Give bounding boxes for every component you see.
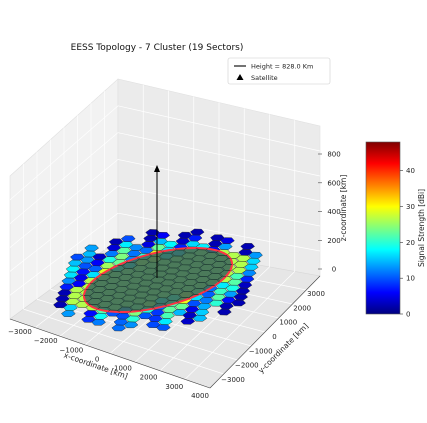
hex-cell — [177, 231, 193, 239]
hex-cell — [155, 232, 171, 239]
hex-cell — [108, 238, 124, 246]
x-tick-label: 2000 — [140, 374, 158, 382]
x-tick-label: −1000 — [60, 346, 84, 354]
y-tick-label: 1000 — [279, 319, 297, 327]
y-tick-label: 2000 — [293, 304, 311, 312]
colorbar-label: Signal Strength [dBi] — [417, 189, 426, 267]
colorbar-gradient — [365, 141, 401, 315]
y-tick-label: 0 — [272, 333, 276, 341]
hex-cell — [92, 253, 107, 261]
z-axis-label: z-coordinate [km] — [339, 175, 348, 242]
chart-title: EESS Topology - 7 Cluster (19 Sectors) — [71, 43, 244, 53]
hex-cell — [70, 253, 85, 261]
y-tick-label: 3000 — [307, 290, 325, 298]
legend-triangle-swatch — [236, 74, 244, 80]
colorbar: 0 10 20 30 40 Signal Strength [dBi] — [365, 141, 426, 319]
x-tick-label: −3000 — [8, 328, 32, 336]
y-tick-label: −3000 — [221, 376, 245, 384]
z-tick-label: 0 — [332, 266, 336, 274]
legend-entry-satellite: Satellite — [251, 74, 278, 82]
x-tick-label: 4000 — [191, 392, 209, 400]
hex-cell — [210, 234, 225, 242]
hex-cell — [120, 235, 136, 243]
y-tick-label: −1000 — [249, 347, 273, 355]
legend-box — [227, 57, 331, 85]
z-tick-labels: 0 200 400 600 800 — [318, 151, 341, 274]
x-tick-label: 3000 — [165, 383, 183, 391]
colorbar-tick-label: 0 — [406, 311, 410, 319]
colorbar-ticks: 0 10 20 30 40 — [400, 167, 415, 319]
colorbar-tick-label: 40 — [406, 167, 415, 175]
axis-lines — [9, 275, 321, 389]
colorbar-tick-label: 10 — [406, 275, 415, 283]
hex-cell — [163, 240, 178, 248]
satellite-marker — [154, 165, 160, 172]
x-tick-label: −2000 — [34, 337, 58, 345]
legend-entry-height: Height = 828.0 Km — [251, 63, 313, 71]
x-tick-labels: −3000−2000−1000 0 1000 2000 3000 4000 — [8, 328, 209, 400]
z-tick-label: 400 — [327, 208, 340, 216]
hex-cell — [220, 237, 235, 244]
z-tick-label: 600 — [327, 179, 340, 187]
hex-cell — [248, 251, 263, 259]
x-tick-label: 0 — [95, 355, 99, 363]
z-tick-label: 800 — [327, 151, 340, 159]
hex-cell — [240, 243, 255, 250]
hex-cell — [189, 228, 205, 236]
coverage-footprint — [82, 246, 234, 314]
colorbar-tick-label: 20 — [406, 239, 415, 247]
y-tick-label: −2000 — [235, 362, 259, 370]
z-tick-label: 200 — [327, 237, 340, 245]
x-tick-label: 1000 — [114, 365, 132, 373]
legend: Height = 828.0 Km Satellite — [227, 57, 331, 85]
colorbar-tick-label: 30 — [406, 203, 415, 211]
hex-cell — [128, 244, 144, 251]
hex-cell — [84, 244, 99, 252]
